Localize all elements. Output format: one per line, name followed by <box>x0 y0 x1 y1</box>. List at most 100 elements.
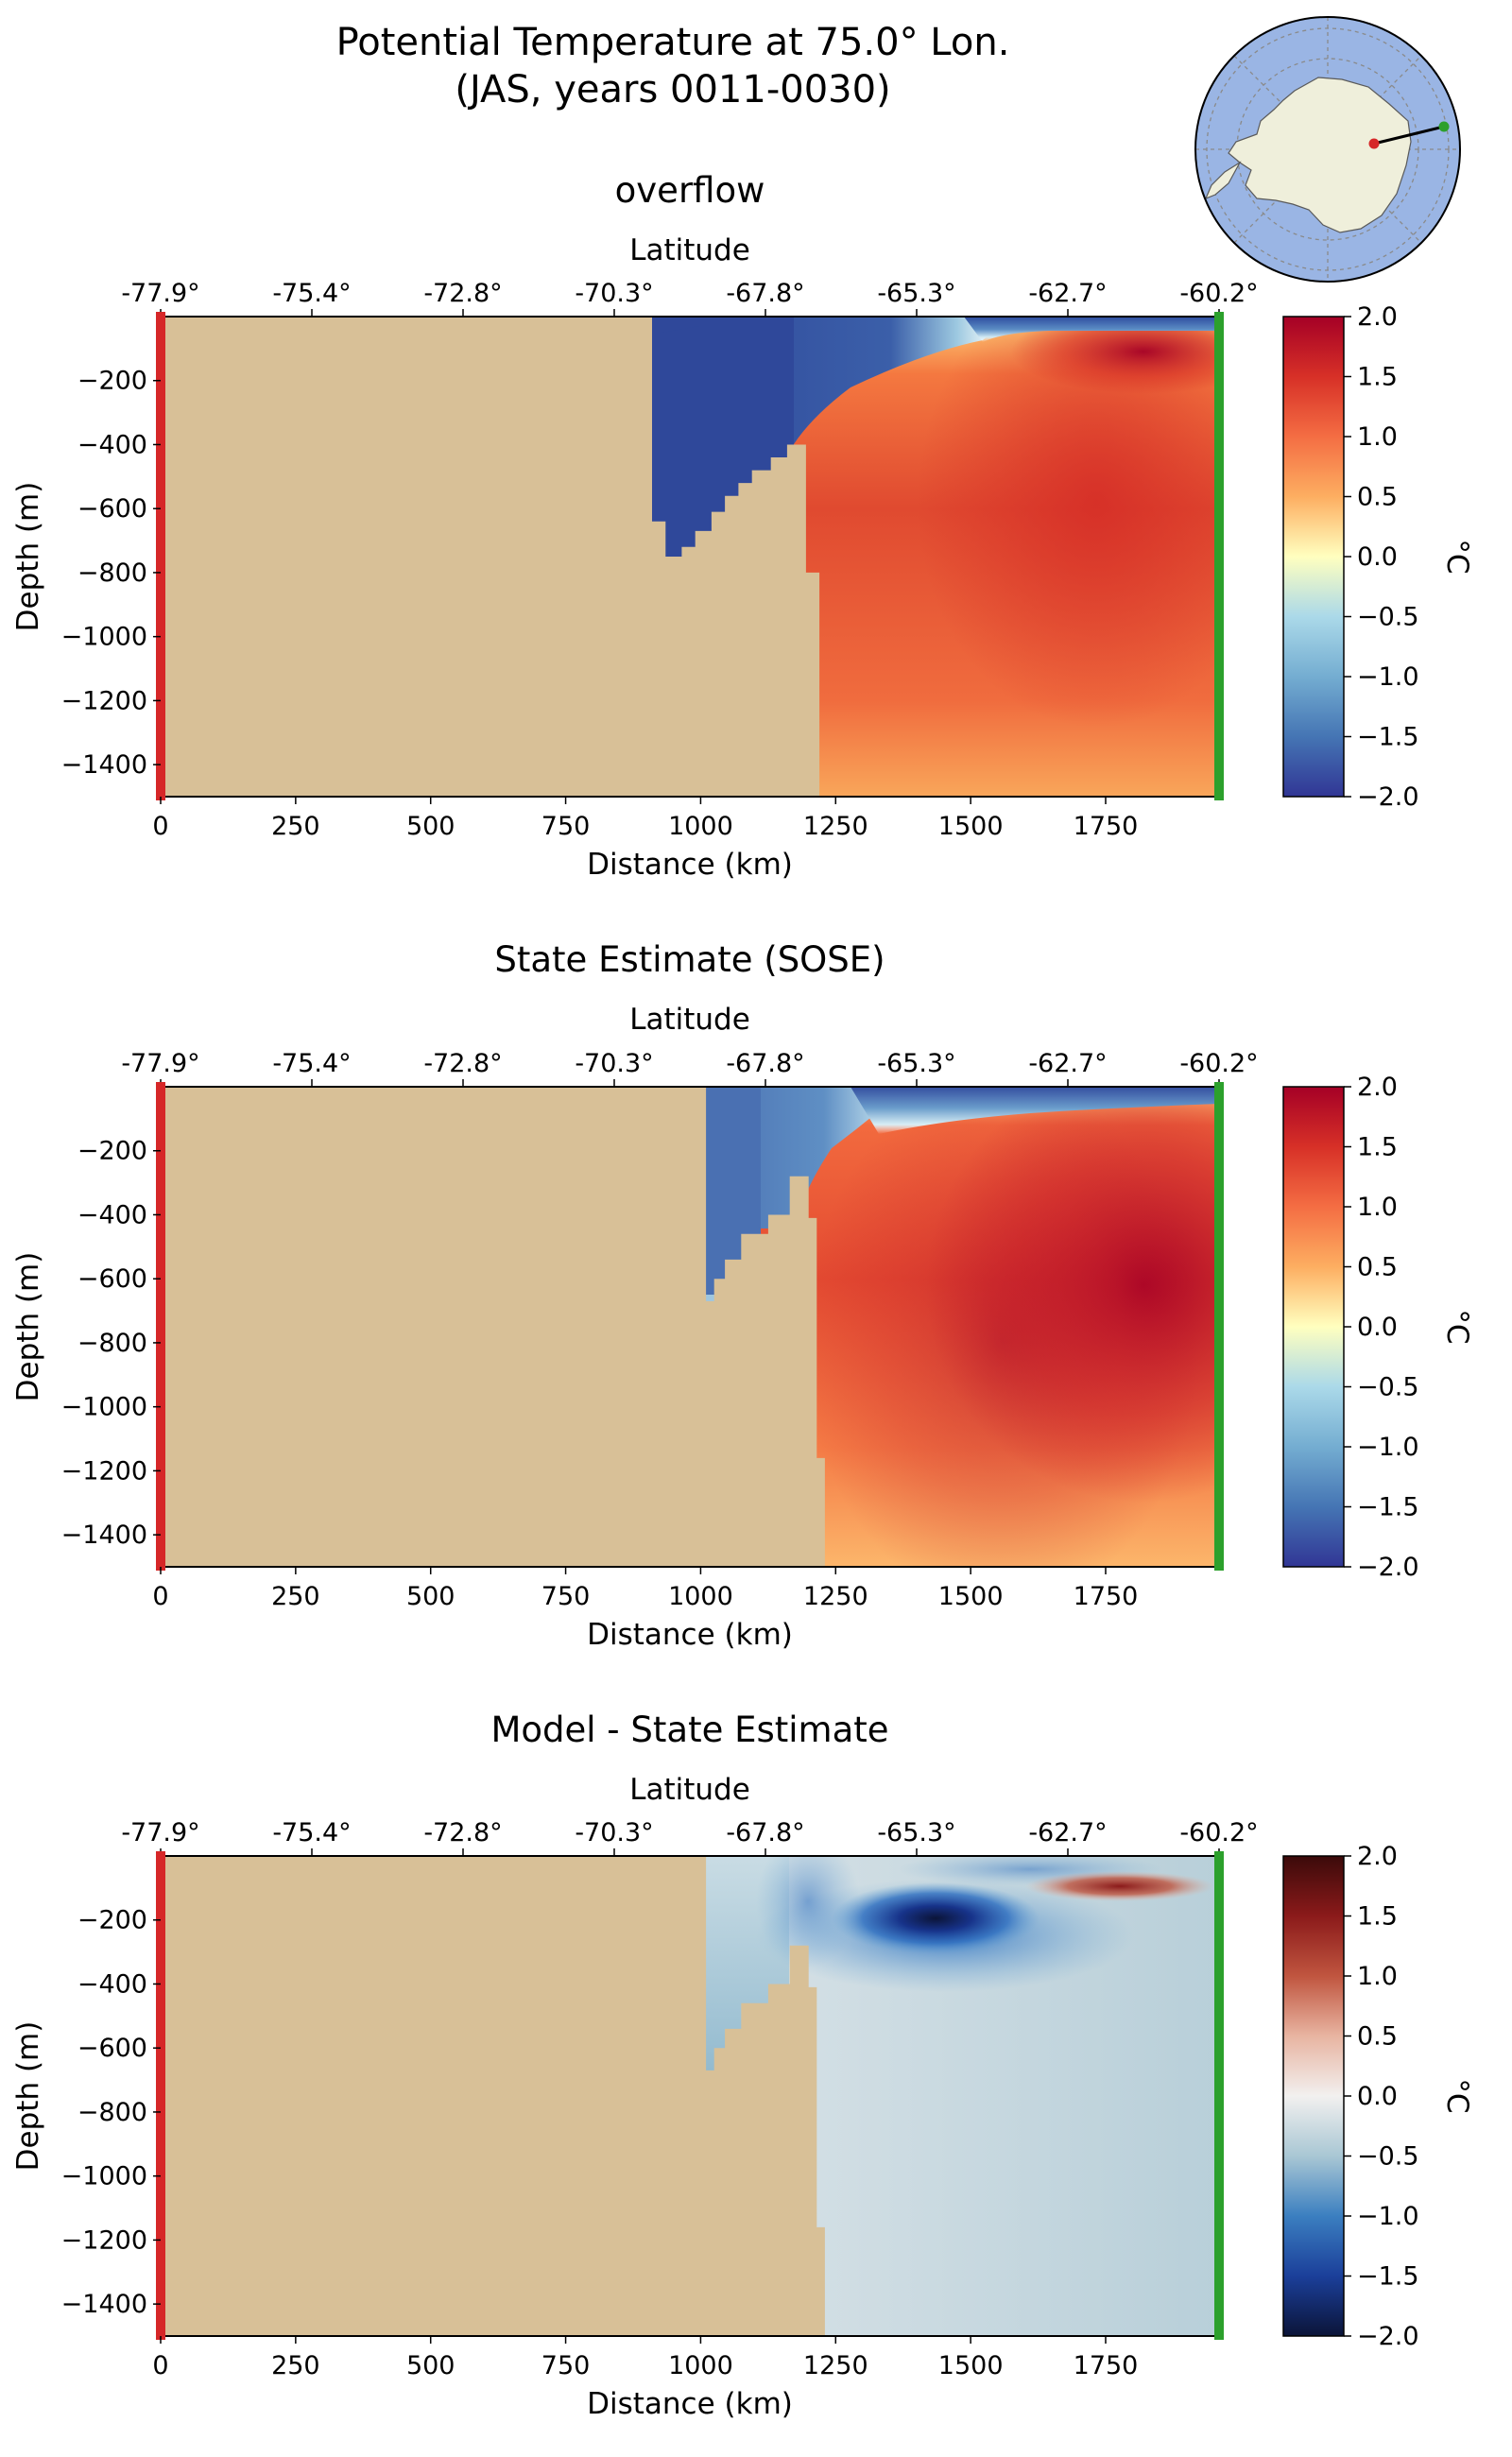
inset-map-start-marker <box>1368 138 1380 149</box>
y-axis-label: Depth (m) <box>11 1252 45 1402</box>
colorbar-label: °C <box>1440 539 1474 574</box>
x-tick-label: 1500 <box>938 812 1004 841</box>
bathymetry <box>161 1856 825 2336</box>
lat-tick-label: -75.4° <box>272 1818 351 1847</box>
right-edge-marker <box>1214 1082 1224 1571</box>
colorbar-tick-label: −2.0 <box>1357 1553 1419 1582</box>
x-tick-label: 250 <box>271 2351 320 2380</box>
colorbar-tick-label: 0.5 <box>1357 2022 1398 2052</box>
x-tick-label: 750 <box>541 812 591 841</box>
latitude-axis-label: Latitude <box>629 1003 750 1037</box>
colorbar-tick-label: 0.0 <box>1357 542 1398 572</box>
latitude-axis-label: Latitude <box>629 233 750 267</box>
lat-tick-label: -72.8° <box>423 1818 502 1847</box>
colorbar-tick-label: 1.0 <box>1357 1193 1398 1222</box>
x-ticks: 0 250 500 750 1000 1250 1500 1750 <box>152 1567 1138 1611</box>
colorbar-tick-label: −0.5 <box>1357 2142 1419 2172</box>
panel-title: Model - State Estimate <box>490 1710 888 1750</box>
figure-title-line2: (JAS, years 0011-0030) <box>455 68 890 112</box>
x-ticks: 0 250 500 750 1000 1250 1500 1750 <box>152 2336 1138 2380</box>
y-tick-label: −200 <box>77 367 147 396</box>
colorbar-ticks: 2.0 1.5 1.0 0.5 0.0 −0.5 −1.0 −1.5 −2.0 <box>1344 1842 1419 2351</box>
latitude-ticks: -77.9° -75.4° -72.8° -70.3° -67.8° -65.3° -62.… <box>121 1049 1259 1087</box>
colorbar-tick-label: −1.5 <box>1357 2262 1419 2292</box>
left-edge-marker <box>156 1082 165 1571</box>
lat-tick-label: -67.8° <box>726 1049 804 1078</box>
colorbar-ticks: 2.0 1.5 1.0 0.5 0.0 −0.5 −1.0 −1.5 −2.0 <box>1344 302 1419 812</box>
colorbar-tick-label: −1.0 <box>1357 662 1419 692</box>
x-tick-label: 1750 <box>1074 2351 1139 2380</box>
lat-tick-label: -67.8° <box>726 1818 804 1847</box>
colorbar-tick-label: 0.5 <box>1357 483 1398 512</box>
x-tick-label: 1000 <box>668 2351 733 2380</box>
y-tick-label: −800 <box>77 2098 147 2127</box>
x-tick-label: 1000 <box>668 812 733 841</box>
y-tick-label: −1200 <box>61 686 147 715</box>
lat-tick-label: -77.9° <box>121 279 199 308</box>
y-tick-label: −600 <box>77 2034 147 2063</box>
x-axis-label: Distance (km) <box>587 1618 793 1652</box>
y-tick-label: −1200 <box>61 2225 147 2255</box>
colorbar-tick-label: −1.0 <box>1357 2202 1419 2231</box>
colorbar-tick-label: 0.0 <box>1357 2082 1398 2111</box>
colorbar-tick-label: 1.5 <box>1357 1133 1398 1162</box>
x-tick-label: 500 <box>406 2351 455 2380</box>
y-tick-label: −1400 <box>61 2290 147 2319</box>
latitude-ticks: -77.9° -75.4° -72.8° -70.3° -67.8° -65.3° -62.… <box>121 279 1259 317</box>
panel-difference: Model - State Estimate Latitude -77.9° -7… <box>11 1710 1474 2421</box>
y-tick-label: −1400 <box>61 750 147 780</box>
x-tick-label: 750 <box>541 2351 591 2380</box>
lat-tick-label: -60.2° <box>1179 1049 1258 1078</box>
panel-title: overflow <box>615 170 765 211</box>
lat-tick-label: -75.4° <box>272 279 351 308</box>
lat-tick-label: -62.7° <box>1028 1818 1107 1847</box>
y-tick-label: −600 <box>77 494 147 524</box>
x-tick-label: 1250 <box>803 1582 868 1611</box>
x-ticks: 0 250 500 750 1000 1250 1500 1750 <box>152 797 1138 841</box>
lat-tick-label: -60.2° <box>1179 1818 1258 1847</box>
lat-tick-label: -72.8° <box>423 279 502 308</box>
colorbar-tick-label: −0.5 <box>1357 603 1419 632</box>
lat-tick-label: -62.7° <box>1028 1049 1107 1078</box>
x-tick-label: 0 <box>152 812 168 841</box>
x-tick-label: 1250 <box>803 2351 868 2380</box>
right-edge-marker <box>1214 1851 1224 2340</box>
inset-map-end-marker <box>1438 121 1450 132</box>
y-ticks: −200 −400 −600 −800 −1000 −1200 −1400 <box>61 1137 161 1550</box>
colorbar-tick-label: 1.0 <box>1357 422 1398 452</box>
colorbar-tick-label: 1.0 <box>1357 1962 1398 1991</box>
x-tick-label: 1750 <box>1074 812 1139 841</box>
colorbar-tick-label: −2.0 <box>1357 2322 1419 2351</box>
lat-tick-label: -65.3° <box>877 1818 955 1847</box>
panel-overflow: overflow Latitude -77.9° -75.4° -72.8° -70.… <box>11 170 1474 882</box>
y-tick-label: −1000 <box>61 1393 147 1422</box>
colorbar-tick-label: −1.0 <box>1357 1433 1419 1462</box>
inset-map <box>1194 16 1461 283</box>
x-tick-label: 0 <box>152 2351 168 2380</box>
colorbar-tick-label: −0.5 <box>1357 1373 1419 1402</box>
lat-tick-label: -70.3° <box>575 1818 653 1847</box>
colorbar-tick-label: 1.5 <box>1357 1902 1398 1932</box>
colorbar-tick-label: 0.0 <box>1357 1313 1398 1342</box>
colorbar-tick-label: −1.5 <box>1357 1493 1419 1522</box>
x-tick-label: 250 <box>271 812 320 841</box>
x-tick-label: 500 <box>406 812 455 841</box>
lat-tick-label: -62.7° <box>1028 279 1107 308</box>
x-tick-label: 1500 <box>938 2351 1004 2380</box>
x-tick-label: 1000 <box>668 1582 733 1611</box>
latitude-ticks: -77.9° -75.4° -72.8° -70.3° -67.8° -65.3° -62.… <box>121 1818 1259 1856</box>
y-tick-label: −400 <box>77 1969 147 1999</box>
y-tick-label: −1200 <box>61 1456 147 1486</box>
colorbar-tick-label: 2.0 <box>1357 1073 1398 1102</box>
colorbar-ticks: 2.0 1.5 1.0 0.5 0.0 −0.5 −1.0 −1.5 −2.0 <box>1344 1073 1419 1582</box>
y-ticks: −200 −400 −600 −800 −1000 −1200 −1400 <box>61 1906 161 2319</box>
y-tick-label: −800 <box>77 1329 147 1358</box>
lat-tick-label: -70.3° <box>575 279 653 308</box>
x-tick-label: 750 <box>541 1582 591 1611</box>
lat-tick-label: -65.3° <box>877 1049 955 1078</box>
lat-tick-label: -77.9° <box>121 1818 199 1847</box>
y-tick-label: −200 <box>77 1906 147 1935</box>
x-tick-label: 1750 <box>1074 1582 1139 1611</box>
colorbar-label: °C <box>1440 2078 1474 2113</box>
colorbar-tick-label: 2.0 <box>1357 1842 1398 1871</box>
